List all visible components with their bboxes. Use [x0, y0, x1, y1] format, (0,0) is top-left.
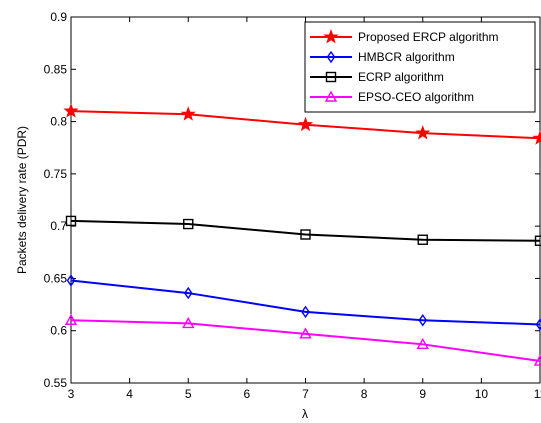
data-point [66, 274, 76, 287]
x-axis-label: λ [302, 407, 308, 421]
data-point [297, 116, 314, 132]
x-tick-label: 7 [302, 387, 309, 401]
x-tick-label: 5 [185, 387, 192, 401]
data-point [532, 130, 541, 145]
series-layer [63, 103, 541, 366]
legend-label: EPSO-CEO algorithm [358, 90, 474, 104]
y-tick-label: 0.9 [50, 10, 67, 24]
data-point [415, 125, 431, 140]
x-tick-label: 9 [419, 387, 426, 401]
y-tick-label: 0.65 [44, 271, 68, 285]
data-point [533, 354, 541, 366]
y-tick-label: 0.6 [50, 324, 67, 338]
data-point [182, 316, 195, 329]
x-tick-label: 10 [475, 387, 489, 401]
data-point [180, 106, 196, 121]
data-point [300, 229, 311, 240]
data-point [64, 313, 78, 325]
legend-marker [324, 90, 338, 102]
y-axis-label: Packets delivery rate (PDR) [15, 126, 29, 274]
y-tick-label: 0.85 [44, 62, 68, 76]
legend-marker [326, 50, 336, 64]
data-point [183, 286, 193, 300]
x-tick-label: 6 [244, 387, 251, 401]
data-point [416, 337, 429, 350]
x-tick-label: 8 [361, 387, 368, 401]
data-point [534, 235, 541, 246]
x-tick-label: 3 [68, 387, 75, 401]
data-point [183, 218, 194, 230]
legend-label: Proposed ERCP algorithm [358, 30, 499, 44]
legend-label: ECRP algorithm [358, 70, 444, 84]
data-point [65, 215, 77, 227]
y-tick-label: 0.75 [44, 167, 68, 181]
legend-item: EPSO-CEO algorithm [310, 90, 474, 104]
legend-item: ECRP algorithm [310, 70, 444, 84]
series-1 [63, 103, 541, 145]
series-line [70, 319, 541, 363]
legend: Proposed ERCP algorithm HMBCR algorithm EC… [304, 21, 536, 113]
y-tick-label: 0.8 [50, 115, 67, 129]
data-point [63, 103, 79, 118]
x-tick-label: 4 [126, 387, 133, 401]
legend-label: HMBCR algorithm [358, 50, 455, 64]
data-point [417, 234, 428, 245]
x-tick-label: 11 [534, 387, 541, 401]
legend-marker [323, 29, 339, 44]
series-4 [64, 313, 541, 366]
legend-item: Proposed ERCP algorithm [310, 29, 499, 44]
data-point [418, 314, 428, 327]
series-2 [66, 274, 541, 331]
y-tick-label: 0.55 [44, 376, 68, 390]
y-tick-label: 0.7 [50, 219, 67, 233]
series-line [70, 219, 541, 242]
axis-tick-labels: 3 4 5 6 7 8 9 10 11 0.55 0.6 0.65 0.7 0.75 0.8 0.85 0.9 [44, 10, 541, 401]
series-3 [65, 215, 541, 246]
series-line [70, 279, 541, 326]
axis-ticks [70, 16, 541, 384]
legend-marker [325, 71, 337, 83]
data-point [301, 305, 310, 319]
data-point [535, 318, 541, 331]
data-point [299, 327, 312, 339]
legend-item: HMBCR algorithm [310, 50, 455, 64]
